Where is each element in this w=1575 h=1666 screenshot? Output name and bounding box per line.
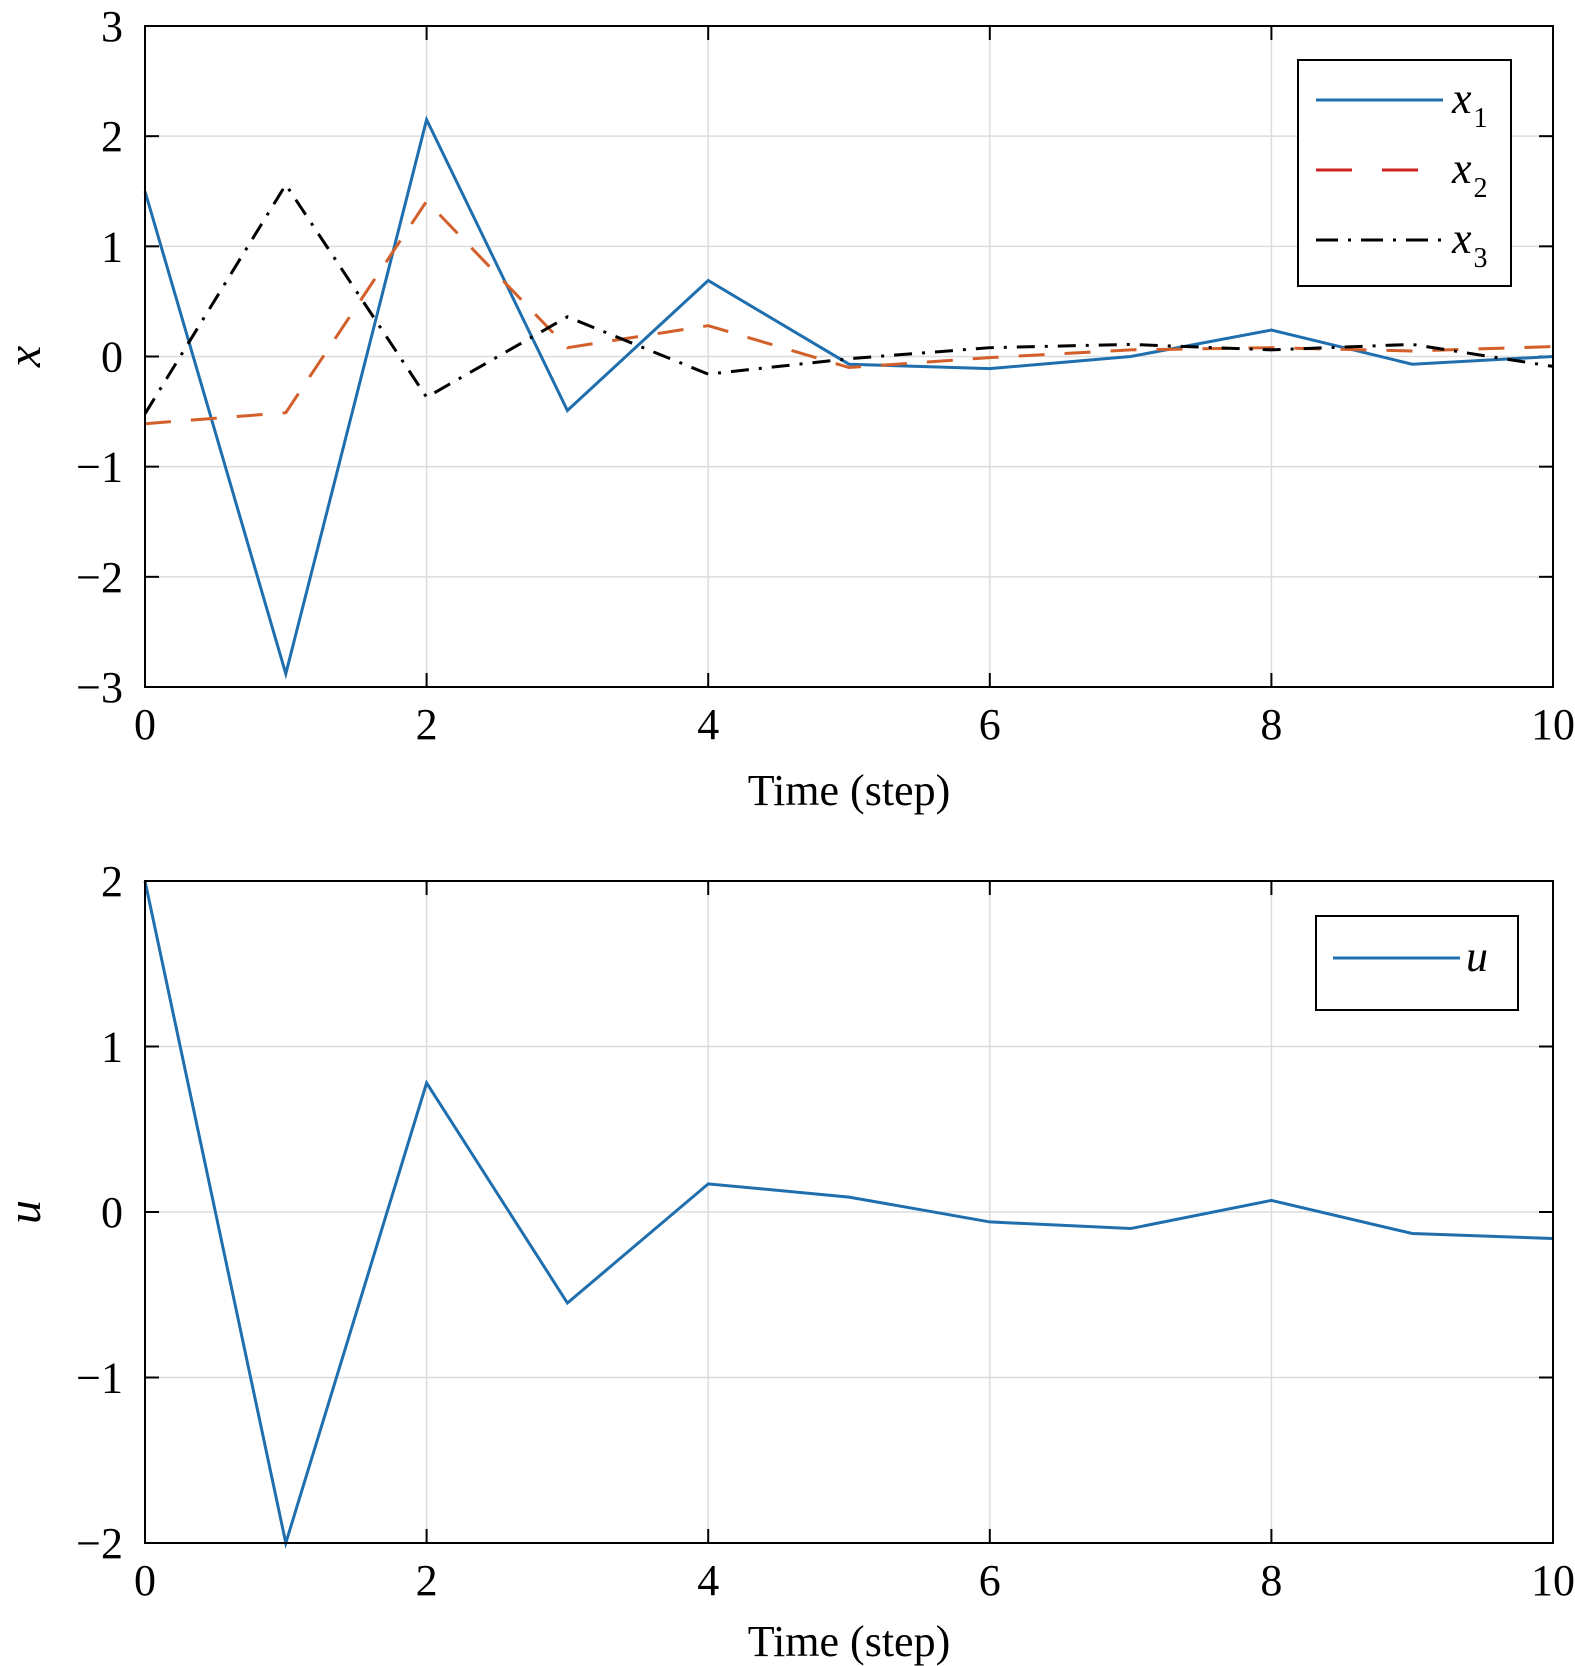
x-tick-label: 0 xyxy=(134,1556,156,1605)
legend-entry-label: u xyxy=(1466,932,1488,981)
x-tick-label: 6 xyxy=(979,700,1001,749)
series-line-x1 xyxy=(143,115,1554,680)
x-tick-label: 2 xyxy=(416,700,438,749)
axes-frame xyxy=(144,880,1554,1544)
x-tick-label: 10 xyxy=(1531,1556,1575,1605)
x-tick-label: 6 xyxy=(979,1556,1001,1605)
x-tick-label: 2 xyxy=(416,1556,438,1605)
legend-box xyxy=(1297,59,1512,287)
legend-box xyxy=(1315,915,1519,1011)
y-tick-label: 1 xyxy=(101,222,123,271)
y-tick-label: 0 xyxy=(101,1188,123,1237)
y-tick-label: −2 xyxy=(76,1519,123,1568)
y-tick-label: 1 xyxy=(101,1023,123,1072)
x-axis-title: Time (step) xyxy=(748,1617,951,1666)
y-tick-label: −3 xyxy=(76,663,123,712)
series-line-u xyxy=(143,880,1554,1549)
y-tick-label: 0 xyxy=(101,333,123,382)
y-axis-title: x xyxy=(0,346,51,368)
y-tick-label: −1 xyxy=(76,443,123,492)
x-axis-title: Time (step) xyxy=(748,766,951,815)
x-tick-label: 4 xyxy=(697,1556,719,1605)
x-tick-label: 4 xyxy=(697,700,719,749)
x-tick-label: 0 xyxy=(134,700,156,749)
y-tick-label: 2 xyxy=(101,112,123,161)
x-tick-label: 8 xyxy=(1260,700,1282,749)
y-tick-label: −2 xyxy=(76,553,123,602)
y-tick-label: 3 xyxy=(101,2,123,51)
axes-frame xyxy=(144,25,1554,688)
input-plot: 0 2 4 6 8 10 −2 −1 0 1 2 Time (step) u u xyxy=(0,857,1575,1666)
y-tick-label: 2 xyxy=(101,857,123,906)
x-tick-label: 10 xyxy=(1531,700,1575,749)
x-tick-label: 8 xyxy=(1260,1556,1282,1605)
y-axis-title: u xyxy=(0,1200,51,1224)
series-line-x3 xyxy=(143,181,1554,415)
y-tick-label: −1 xyxy=(76,1354,123,1403)
